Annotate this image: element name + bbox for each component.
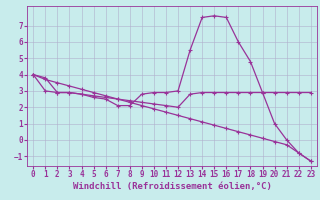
X-axis label: Windchill (Refroidissement éolien,°C): Windchill (Refroidissement éolien,°C) — [73, 182, 271, 191]
